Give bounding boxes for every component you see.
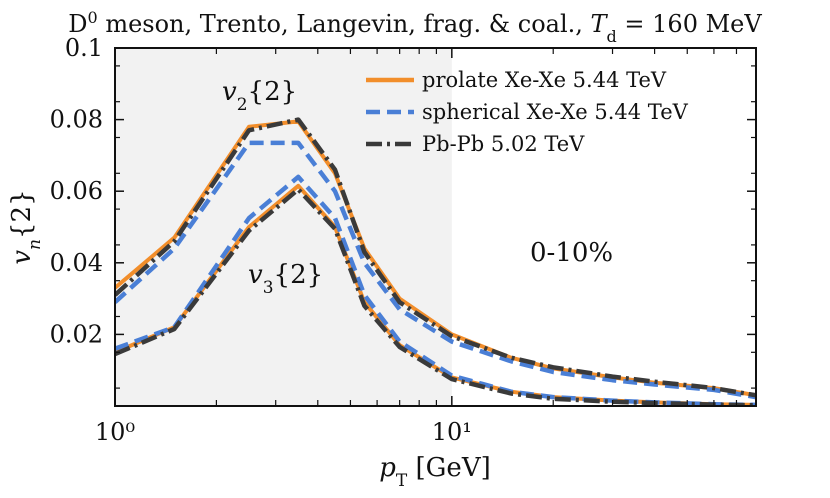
legend: prolate Xe-Xe 5.44 TeV spherical Xe-Xe 5.… xyxy=(366,68,689,156)
centrality-annotation: 0-10% xyxy=(530,238,613,268)
tick-layer: 0.02 0.04 0.06 0.08 0.1 10⁰ 10¹ xyxy=(50,34,756,446)
y-tick-label: 0.08 xyxy=(50,106,103,134)
y-axis-label: vn{2} xyxy=(7,189,45,264)
legend-entry-label: spherical Xe-Xe 5.44 TeV xyxy=(422,100,689,124)
series-line-v3-5 xyxy=(115,187,756,406)
series-line-v2-2 xyxy=(115,117,756,398)
legend-entry-label: prolate Xe-Xe 5.44 TeV xyxy=(422,68,667,92)
series-line-v2-1 xyxy=(115,140,756,400)
series-layer xyxy=(115,117,756,406)
y-tick-label: 0.02 xyxy=(50,320,103,348)
shaded-region xyxy=(115,48,452,406)
v2-annotation: v2{2} xyxy=(222,77,297,115)
chart-title: D0 meson, Trento, Langevin, frag. & coal… xyxy=(68,8,762,46)
x-axis-label: pT [GeV] xyxy=(379,453,490,491)
y-tick-label: 0.1 xyxy=(65,34,103,62)
legend-entry-label: Pb-Pb 5.02 TeV xyxy=(422,132,585,156)
y-tick-label: 0.04 xyxy=(50,249,103,277)
x-tick-label: 10¹ xyxy=(432,418,472,446)
v3-annotation: v3{2} xyxy=(248,260,323,298)
y-tick-label: 0.06 xyxy=(50,177,103,205)
plot-frame xyxy=(114,47,757,407)
x-tick-label: 10⁰ xyxy=(95,418,135,446)
